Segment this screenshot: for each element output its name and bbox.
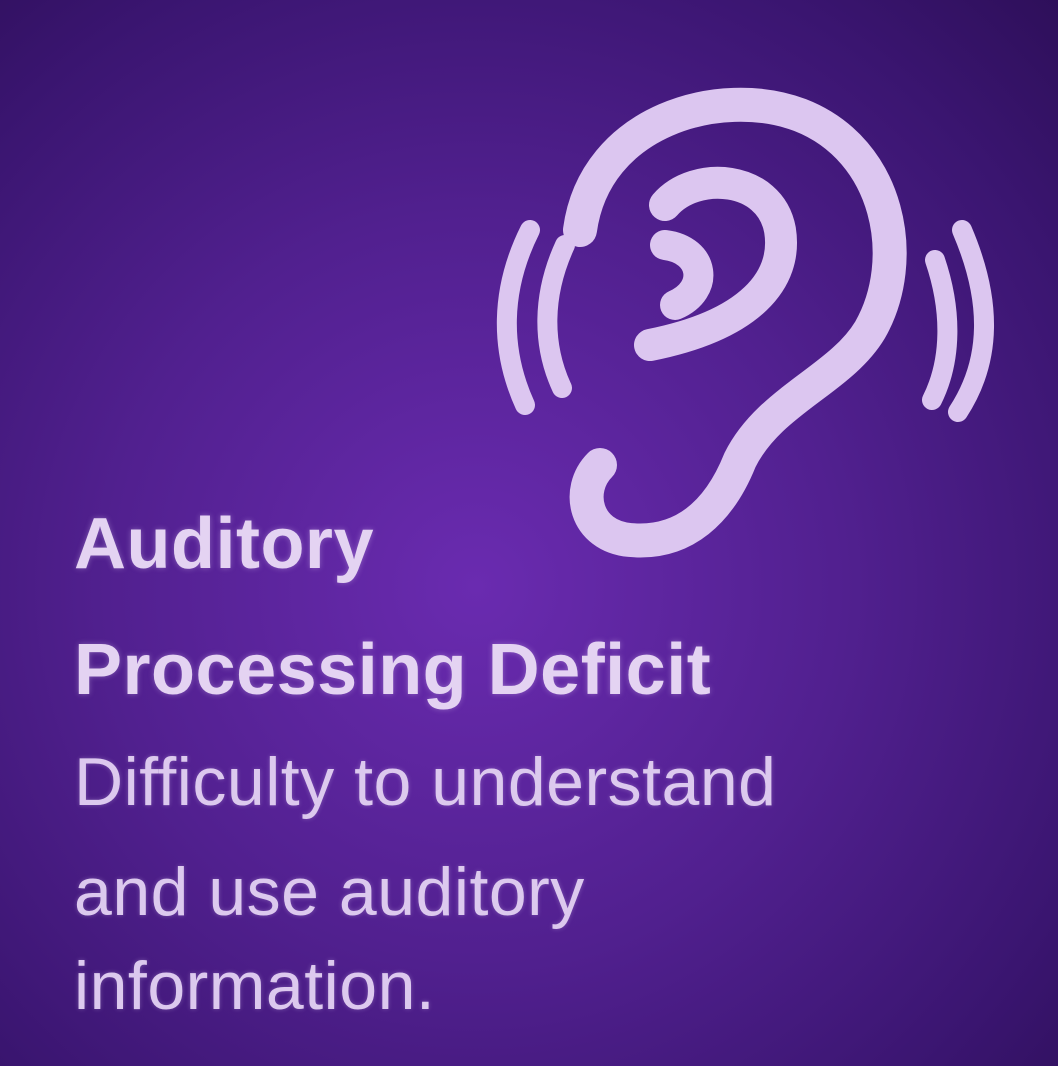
ear-inner-hook (650, 230, 714, 320)
heading-line-1: Auditory (74, 504, 374, 584)
sound-wave-left-outer (496, 220, 540, 415)
ear-outer-contour (563, 87, 907, 558)
sound-wave-right-outer (948, 220, 994, 422)
sound-wave-right-inner (922, 250, 958, 410)
sound-wave-left-inner (537, 235, 575, 398)
description-line-3: information. (74, 948, 436, 1024)
heading-line-2: Processing Deficit (74, 630, 712, 710)
description-line-1: Difficulty to understand (74, 744, 777, 820)
description-line-2: and use auditory (74, 854, 585, 930)
ear-icon (470, 60, 1010, 580)
ear-inner-curl (634, 166, 797, 361)
